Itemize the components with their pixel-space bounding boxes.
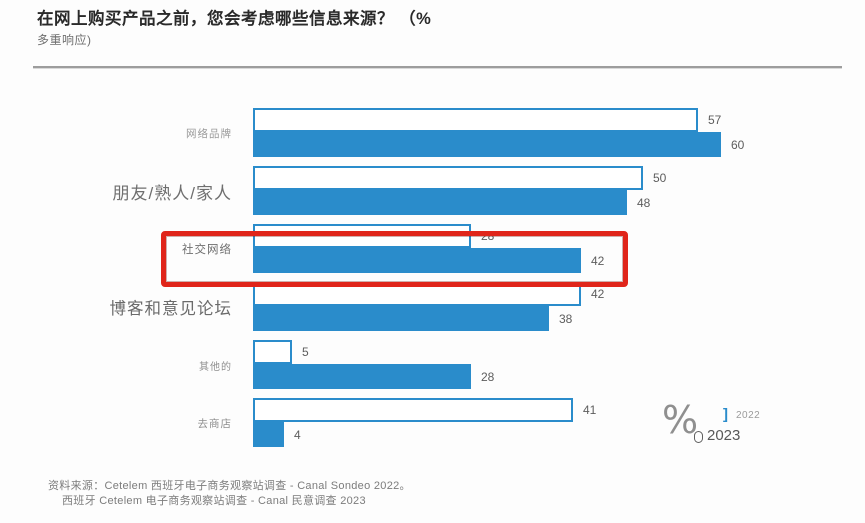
bar-2023	[253, 132, 721, 157]
value-label: 41	[583, 403, 597, 417]
bar-2022	[253, 282, 581, 306]
category-label: 博客和意见论坛	[109, 300, 232, 318]
category-label: 社交网络	[182, 244, 232, 256]
value-label: 38	[559, 311, 573, 326]
value-label: 5	[302, 345, 309, 359]
bar-2022	[253, 166, 643, 190]
title-divider	[33, 66, 842, 68]
bar-2023	[253, 306, 549, 331]
value-label: 48	[637, 195, 651, 210]
bar-2022	[253, 398, 573, 422]
category-label: 网络品牌	[186, 127, 232, 140]
value-label: 42	[591, 287, 605, 301]
bar-2022	[253, 224, 471, 248]
value-label: 4	[294, 427, 301, 442]
bar-2023	[253, 364, 471, 389]
value-label: 60	[731, 137, 745, 152]
legend-2022-swatch-icon: ]	[723, 406, 728, 423]
source-note: 资料来源：Cetelem 西班牙电子商务观察站调查 - Canal Sondeo…	[48, 479, 411, 509]
value-label: 28	[481, 229, 495, 243]
bar-2022	[253, 108, 698, 132]
source-line-2: 西班牙 Cetelem 电子商务观察站调查 - Canal 民意调查 2023	[62, 495, 366, 507]
category-label: 其他的	[199, 361, 232, 373]
source-line-1: 资料来源：Cetelem 西班牙电子商务观察站调查 - Canal Sondeo…	[48, 480, 411, 492]
legend-2022-label: 2022	[736, 410, 761, 421]
percent-symbol: %	[662, 398, 699, 442]
category-label: 去商店	[197, 417, 232, 430]
chart-header: 在网上购买产品之前，您会考虑哪些信息来源？ （% 多重响应)	[37, 8, 431, 48]
value-label: 28	[481, 369, 495, 384]
bar-2022	[253, 340, 292, 364]
bar-2023	[253, 422, 284, 447]
bar-2023	[253, 248, 581, 273]
value-label: 42	[591, 253, 605, 268]
value-label: 50	[653, 171, 667, 185]
legend-2023-label: 2023	[707, 427, 741, 444]
page-title: 在网上购买产品之前，您会考虑哪些信息来源？ （%	[37, 10, 432, 28]
page-subtitle: 多重响应)	[37, 33, 92, 47]
category-label: 朋友/熟人/家人	[112, 183, 232, 203]
legend-2023-swatch-icon	[694, 431, 703, 443]
bar-2023	[253, 190, 627, 215]
value-label: 57	[708, 113, 722, 127]
